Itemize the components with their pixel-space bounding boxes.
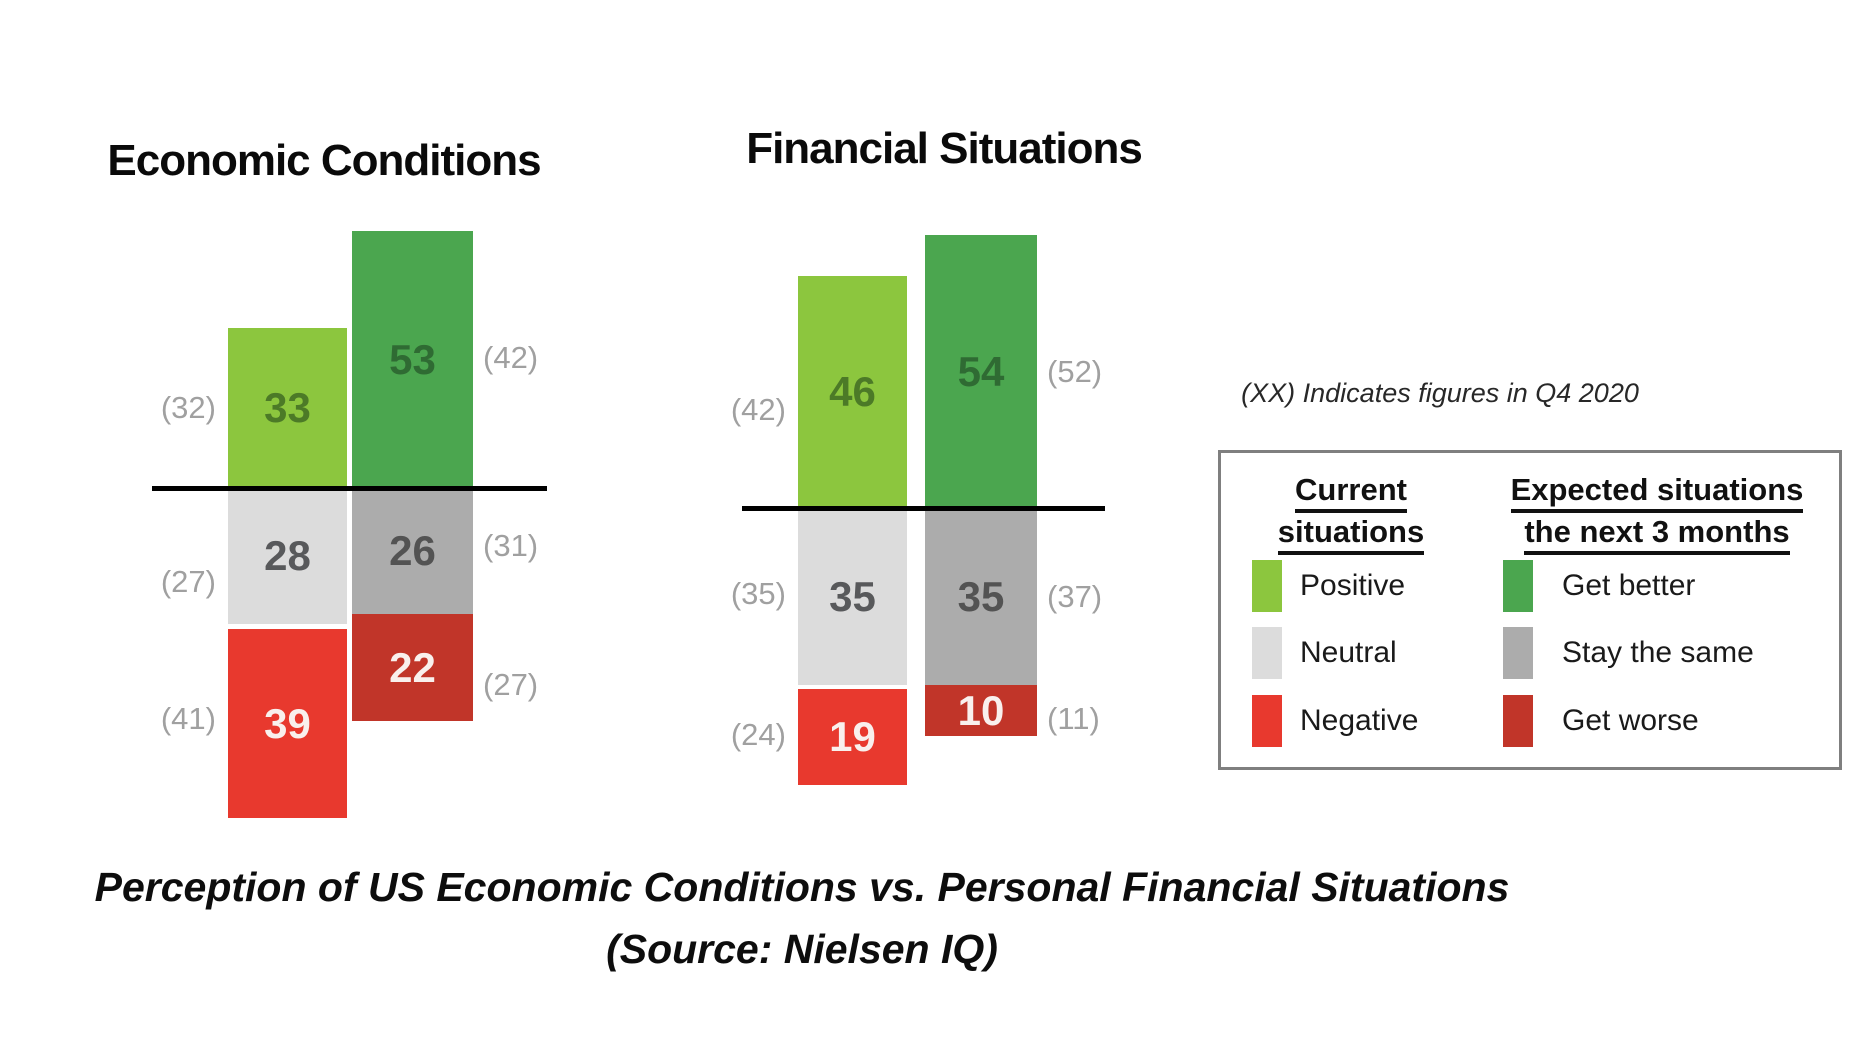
segment-economic-expected-stay_same bbox=[352, 488, 473, 614]
legend-label-negative: Negative bbox=[1300, 704, 1419, 737]
financial-chart-title: Financial Situations bbox=[746, 124, 1143, 173]
value-label-economic-expected-get_worse: 22 bbox=[389, 644, 436, 691]
value-label-economic-current-negative: 39 bbox=[264, 700, 311, 747]
legend-swatch-positive bbox=[1252, 560, 1282, 612]
segment-economic-current-neutral bbox=[228, 488, 347, 624]
legend-current-header-line1: Current bbox=[1295, 471, 1407, 513]
caption-line-1: Perception of US Economic Conditions vs.… bbox=[94, 864, 1510, 910]
segment-financial-current-positive bbox=[798, 276, 907, 508]
value-label-economic-expected-get_better: 53 bbox=[389, 336, 436, 383]
segment-economic-current-positive bbox=[228, 328, 347, 488]
value-label-financial-current-negative: 19 bbox=[829, 713, 876, 760]
legend-label-get-better: Get better bbox=[1562, 569, 1696, 602]
value-label-financial-current-neutral: 35 bbox=[829, 573, 876, 620]
legend-swatch-stay-the-same bbox=[1503, 627, 1533, 679]
segment-financial-current-negative bbox=[798, 689, 907, 785]
segment-financial-current-neutral bbox=[798, 508, 907, 685]
q4-label-financial-current-negative: (24) bbox=[730, 717, 786, 752]
q4-label-economic-current-positive: (32) bbox=[160, 390, 216, 425]
segment-economic-expected-get_worse bbox=[352, 614, 473, 721]
legend-swatch-negative bbox=[1252, 695, 1282, 747]
segment-financial-expected-stay_same bbox=[925, 508, 1037, 685]
value-label-financial-expected-stay_same: 35 bbox=[957, 573, 1005, 620]
segment-financial-expected-get_better bbox=[925, 235, 1037, 508]
segment-economic-expected-get_better bbox=[352, 231, 473, 488]
legend-label-positive: Positive bbox=[1300, 569, 1406, 602]
q4-note: (XX) Indicates figures in Q4 2020 bbox=[1241, 378, 1639, 408]
q4-label-financial-expected-stay_same: (37) bbox=[1047, 579, 1103, 614]
legend-box: Current situations Expected situations t… bbox=[1218, 450, 1842, 770]
legend-label-neutral: Neutral bbox=[1300, 636, 1397, 669]
q4-label-economic-expected-get_worse: (27) bbox=[483, 667, 539, 702]
legend-current-header: Current situations bbox=[1231, 471, 1471, 555]
legend-current-header-line2: situations bbox=[1277, 513, 1425, 555]
q4-label-economic-current-neutral: (27) bbox=[160, 564, 216, 599]
value-label-financial-expected-get_worse: 10 bbox=[957, 687, 1005, 734]
q4-label-economic-expected-stay_same: (31) bbox=[483, 528, 539, 563]
value-label-economic-current-neutral: 28 bbox=[264, 532, 311, 579]
value-label-financial-current-positive: 46 bbox=[829, 368, 876, 415]
q4-label-financial-current-positive: (42) bbox=[730, 392, 786, 427]
q4-label-financial-expected-get_worse: (11) bbox=[1047, 701, 1100, 736]
zero-baseline-economic bbox=[152, 486, 547, 491]
legend-expected-header-line2: the next 3 months bbox=[1524, 513, 1790, 555]
legend-label-get-worse: Get worse bbox=[1562, 704, 1699, 737]
legend-expected-header-line1: Expected situations bbox=[1510, 471, 1804, 513]
segment-financial-expected-get_worse bbox=[925, 685, 1037, 736]
legend-label-stay-the-same: Stay the same bbox=[1562, 636, 1754, 669]
caption-line-2: (Source: Nielsen IQ) bbox=[606, 926, 998, 972]
q4-label-economic-current-negative: (41) bbox=[160, 701, 216, 736]
q4-label-financial-current-neutral: (35) bbox=[730, 576, 786, 611]
legend-swatch-get-better bbox=[1503, 560, 1533, 612]
value-label-economic-current-positive: 33 bbox=[264, 384, 311, 431]
legend-expected-header: Expected situations the next 3 months bbox=[1479, 471, 1835, 555]
legend-swatch-neutral bbox=[1252, 627, 1282, 679]
segment-economic-current-negative bbox=[228, 629, 347, 818]
zero-baseline-financial bbox=[742, 506, 1105, 511]
q4-label-economic-expected-get_better: (42) bbox=[483, 340, 539, 375]
economic-chart-title: Economic Conditions bbox=[107, 136, 541, 185]
q4-label-financial-expected-get_better: (52) bbox=[1047, 354, 1103, 389]
legend-swatch-get-worse bbox=[1503, 695, 1533, 747]
value-label-financial-expected-get_better: 54 bbox=[957, 348, 1005, 395]
value-label-economic-expected-stay_same: 26 bbox=[389, 527, 436, 574]
caption: Perception of US Economic Conditions vs.… bbox=[70, 856, 1534, 980]
